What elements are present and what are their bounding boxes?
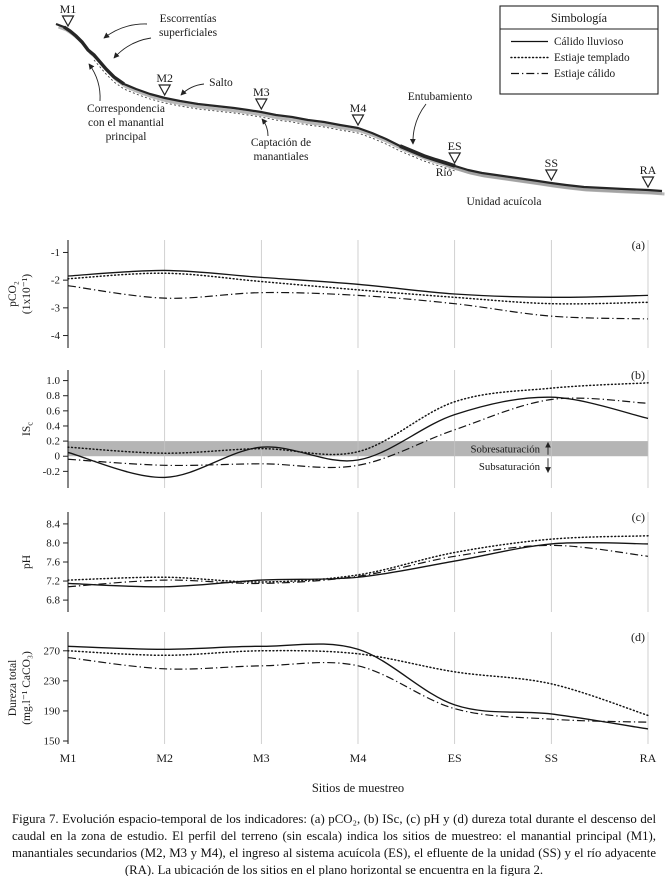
series-line-calido-lluvioso	[67, 643, 649, 730]
x-tick-label-m3: M3	[253, 751, 270, 765]
series-line-estiaje-templado	[67, 649, 649, 717]
tube-thick-segment	[399, 144, 456, 168]
site-marker-m2	[158, 84, 172, 97]
y-tick-label: -4	[51, 330, 61, 342]
site-label-m4: M4	[350, 101, 367, 115]
site-marker-m4	[351, 114, 365, 127]
annotation-arrow-captacion	[261, 118, 269, 137]
site-label-ss: SS	[545, 156, 558, 170]
y-tick-label: 0.8	[46, 390, 60, 402]
y-tick-label: 270	[44, 645, 61, 657]
site-label-es: ES	[448, 139, 462, 153]
y-tick-label: 0.4	[46, 420, 60, 432]
annotation-captacion: manantiales	[254, 151, 309, 163]
y-tick-label: 8.0	[46, 537, 60, 549]
y-tick-label: 6.8	[46, 595, 60, 607]
figure-caption: Figura 7. Evolución espacio-temporal de …	[12, 812, 656, 876]
series-line-estiaje-calido	[67, 397, 649, 469]
series-line-estiaje-calido	[67, 656, 649, 723]
terrain-profile: M1 M2 M3 M4 ES SS RA Escorrentías superficiales S…	[55, 2, 665, 208]
annotation-unidad-acuicola: Unidad acuícola	[466, 196, 541, 208]
panel-letter-b: (b)	[631, 368, 645, 382]
site-marker-m3	[254, 98, 268, 111]
annotation-arrow-correspondencia	[88, 63, 101, 102]
y-tick-label: 1.0	[46, 375, 60, 387]
series-line-estiaje-calido	[67, 285, 649, 320]
x-tick-label-ss: SS	[545, 751, 558, 765]
series-line-calido-lluvioso	[67, 269, 649, 299]
annotation-arrow-escorrentias	[113, 37, 152, 59]
annotation-correspondencia: Correspondencia	[87, 103, 165, 115]
x-tick-label-m2: M2	[156, 751, 173, 765]
site-label-ra: RA	[640, 163, 657, 177]
series-line-estiaje-templado	[67, 535, 649, 583]
subsaturacion-label: Subsaturación	[479, 461, 541, 473]
chart-panel-b: 1.0 0.8 0.6 0.4 0.2 0 -0.2 ISc Sobresaturación Su…	[21, 368, 649, 488]
y-axis-title: (1x10⁻¹)	[21, 274, 33, 314]
annotation-rio: Río	[436, 167, 453, 179]
annotation-captacion: Captación de	[251, 137, 311, 149]
annotation-arrow-entubamiento	[409, 103, 427, 145]
y-tick-label: -1	[51, 247, 60, 259]
site-label-m1: M1	[60, 2, 77, 16]
annotation-correspondencia: principal	[106, 131, 147, 143]
y-axis-title: ISc	[21, 422, 35, 436]
site-marker-ra	[641, 176, 655, 189]
annotation-arrow-salto	[180, 83, 205, 96]
cascade-thick-segment	[63, 25, 125, 86]
x-axis-title: Sitios de muestreo	[312, 781, 404, 795]
legend-label-calido-lluvioso: Cálido lluvioso	[554, 36, 624, 48]
x-tick-label-m1: M1	[60, 751, 77, 765]
site-marker-es	[448, 152, 462, 165]
annotation-salto: Salto	[209, 77, 233, 89]
legend-box	[499, 5, 659, 95]
y-tick-label: 7.6	[46, 557, 60, 569]
legend-label-estiaje-calido: Estiaje cálido	[554, 68, 616, 80]
y-tick-label: 190	[44, 705, 61, 717]
y-axis-title: pCO₂	[7, 281, 19, 307]
site-label-m3: M3	[253, 85, 270, 99]
y-tick-label: -3	[51, 302, 61, 314]
y-axis-title: Dureza total	[7, 660, 19, 717]
panel-letter-c: (c)	[632, 510, 645, 524]
y-axis-title: pH	[21, 555, 33, 569]
annotation-entubamiento: Entubamiento	[408, 91, 473, 103]
sobresaturacion-label: Sobresaturación	[470, 443, 540, 455]
x-tick-label-m4: M4	[350, 751, 367, 765]
x-tick-label-ra: RA	[640, 751, 657, 765]
y-tick-label: -2	[51, 275, 60, 287]
x-tick-label-es: ES	[448, 751, 462, 765]
series-line-calido-lluvioso	[67, 541, 649, 588]
chart-panel-c: 8.4 8.0 7.6 7.2 6.8 pH (c)	[21, 510, 649, 612]
site-label-m2: M2	[156, 71, 173, 85]
annotation-arrow-escorrentias	[103, 23, 148, 39]
series-line-estiaje-calido	[67, 544, 649, 588]
y-tick-label: 150	[44, 735, 61, 747]
series-line-estiaje-templado	[67, 382, 649, 456]
site-marker-m1	[61, 15, 75, 28]
chart-panel-a: -1 -2 -3 -4 pCO₂ (1x10⁻¹) (a)	[7, 238, 649, 348]
river-band	[445, 162, 663, 195]
y-axis-title: (mg.l⁻¹ CaCO₃)	[21, 651, 33, 725]
annotation-escorrentias: Escorrentías	[160, 13, 217, 25]
y-tick-label: 0.2	[46, 436, 60, 448]
y-tick-label: 8.4	[46, 518, 60, 530]
panel-letter-a: (a)	[632, 238, 645, 252]
y-tick-label: 230	[44, 675, 61, 687]
y-tick-label: 7.2	[46, 576, 60, 588]
chart-panel-d: 270 230 190 150 Dureza total (mg.l⁻¹ CaCO₃) (d…	[7, 630, 657, 795]
y-tick-label: 0.6	[46, 405, 60, 417]
series-line-estiaje-templado	[67, 272, 649, 305]
y-tick-label: 0	[55, 451, 61, 463]
site-marker-ss	[544, 169, 558, 182]
y-tick-label: -0.2	[43, 466, 60, 478]
legend-title: Simbología	[551, 11, 608, 25]
series-line-calido-lluvioso	[67, 396, 649, 479]
panel-letter-d: (d)	[631, 630, 645, 644]
annotation-correspondencia: con el manantial	[88, 117, 164, 129]
pipe-dotted-line	[93, 59, 456, 172]
annotation-escorrentias: superficiales	[159, 27, 218, 39]
legend-label-estiaje-templado: Estiaje templado	[554, 52, 630, 64]
